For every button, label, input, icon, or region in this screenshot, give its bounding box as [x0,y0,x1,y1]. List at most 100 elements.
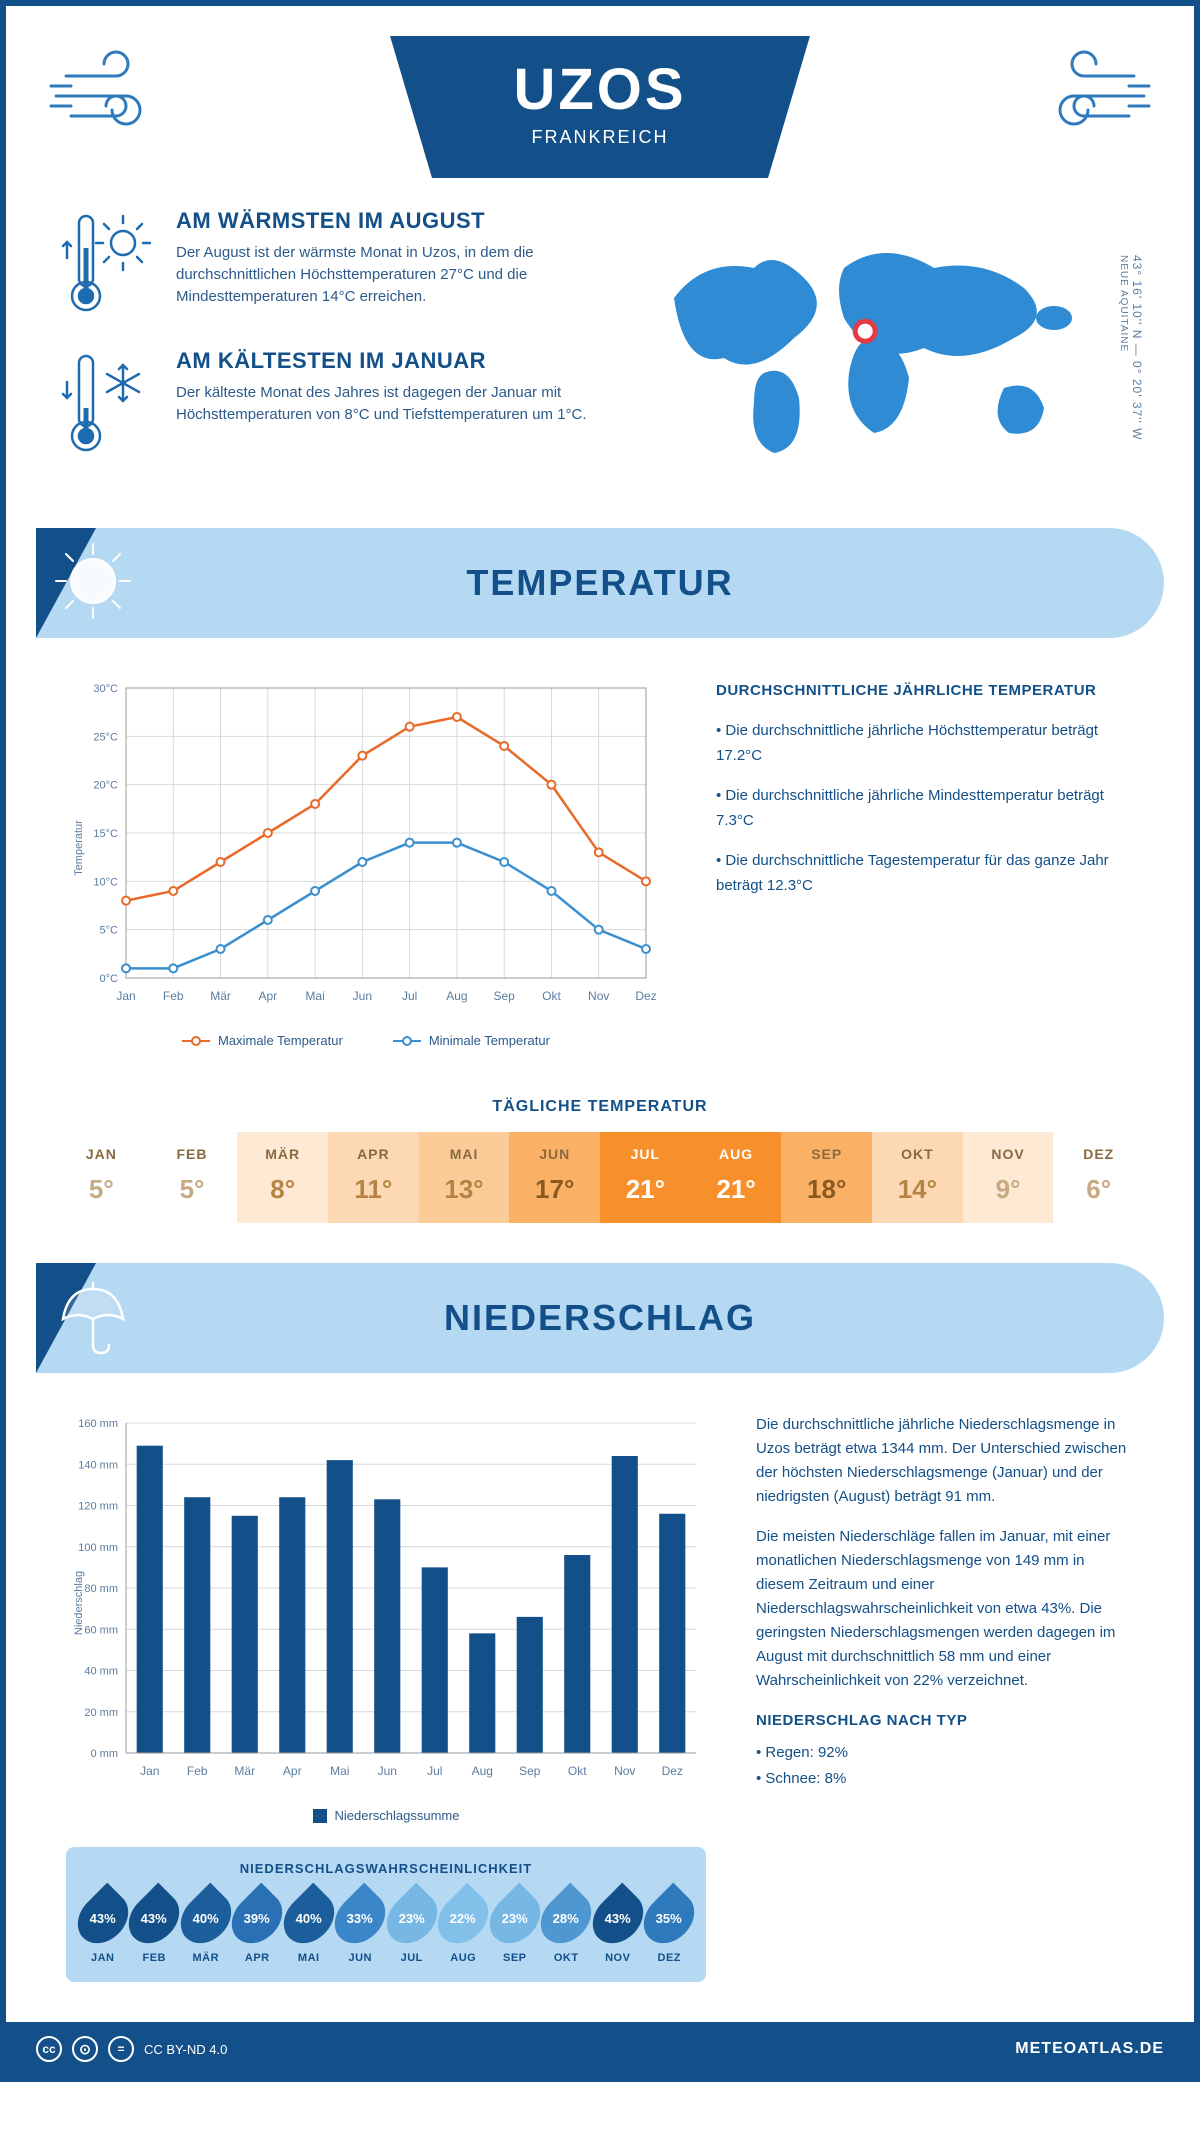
svg-text:Jan: Jan [140,1764,159,1778]
svg-text:100 mm: 100 mm [78,1542,118,1554]
wind-icon-left [36,36,196,156]
svg-text:160 mm: 160 mm [78,1418,118,1430]
svg-text:Mär: Mär [234,1764,255,1778]
svg-text:Aug: Aug [446,989,467,1003]
daily-temp-title: TÄGLICHE TEMPERATUR [6,1098,1194,1116]
svg-text:20 mm: 20 mm [84,1707,118,1719]
probability-cell: 43%FEB [132,1890,178,1964]
svg-text:Mär: Mär [210,989,231,1003]
svg-text:Niederschlag: Niederschlag [73,1571,85,1635]
svg-text:140 mm: 140 mm [78,1459,118,1471]
svg-text:25°C: 25°C [93,731,118,743]
svg-text:40 mm: 40 mm [84,1666,118,1678]
daily-cell: NOV9° [963,1132,1054,1223]
svg-text:Apr: Apr [283,1764,302,1778]
coldest-title: AM KÄLTESTEN IM JANUAR [176,348,614,374]
probability-cell: 40%MAI [286,1890,332,1964]
svg-text:Apr: Apr [258,989,277,1003]
daily-cell: FEB5° [147,1132,238,1223]
temp-bullet: • Die durchschnittliche Tagestemperatur … [716,848,1134,899]
coldest-text: Der kälteste Monat des Jahres ist dagege… [176,382,614,426]
site-name: METEOATLAS.DE [1015,2040,1164,2058]
svg-text:Nov: Nov [614,1764,635,1778]
map-column: 43° 16' 10'' N — 0° 20' 37'' W NEUE AQUI… [644,208,1144,488]
umbrella-icon [48,1271,138,1366]
thermometer-sun-icon [56,208,156,318]
probability-cell: 35%DEZ [647,1890,693,1964]
precip-paragraph: Die meisten Niederschläge fallen im Janu… [756,1525,1134,1693]
precip-type-bullet: • Regen: 92% [756,1741,1134,1765]
temperature-row: 0°C5°C10°C15°C20°C25°C30°CJanFebMärAprMa… [6,638,1194,1068]
precip-legend-label: Niederschlagssumme [335,1808,460,1823]
title-banner: UZOS FRANKREICH [196,36,1004,178]
warmest-block: AM WÄRMSTEN IM AUGUST Der August ist der… [56,208,614,318]
svg-text:Nov: Nov [588,989,609,1003]
precip-type-bullet: • Schnee: 8% [756,1767,1134,1791]
coldest-block: AM KÄLTESTEN IM JANUAR Der kälteste Mona… [56,348,614,458]
precip-banner: NIEDERSCHLAG [36,1263,1164,1373]
temperature-legend: Maximale TemperaturMinimale Temperatur [66,1033,666,1048]
svg-text:0°C: 0°C [100,973,119,985]
probability-cell: 22%AUG [441,1890,487,1964]
probability-cell: 43%JAN [80,1890,126,1964]
svg-text:15°C: 15°C [93,828,118,840]
svg-text:0 mm: 0 mm [91,1748,119,1760]
svg-text:Temperatur: Temperatur [73,820,85,876]
footer: cc ⊙ = CC BY-ND 4.0 METEOATLAS.DE [6,2022,1194,2076]
country-subtitle: FRANKREICH [470,127,730,148]
city-title: UZOS [470,56,730,123]
temperature-title: TEMPERATUR [466,562,733,604]
probability-cell: 23%JUL [389,1890,435,1964]
svg-text:Mai: Mai [330,1764,349,1778]
daily-cell: MAI13° [419,1132,510,1223]
svg-text:Dez: Dez [635,989,656,1003]
svg-text:5°C: 5°C [100,925,119,937]
warmest-text: Der August ist der wärmste Monat in Uzos… [176,242,614,307]
coordinates-text: 43° 16' 10'' N — 0° 20' 37'' W NEUE AQUI… [1116,255,1144,440]
svg-text:Jan: Jan [116,989,135,1003]
probability-cell: 23%SEP [492,1890,538,1964]
daily-cell: AUG21° [691,1132,782,1223]
svg-text:Jul: Jul [427,1764,442,1778]
daily-cell: JUN17° [509,1132,600,1223]
nd-icon: = [108,2036,134,2062]
svg-text:80 mm: 80 mm [84,1583,118,1595]
daily-cell: SEP18° [781,1132,872,1223]
svg-text:Mai: Mai [305,989,324,1003]
probability-cell: 43%NOV [595,1890,641,1964]
precip-chart-column: 0 mm20 mm40 mm60 mm80 mm100 mm120 mm140 … [66,1413,706,1982]
temp-bullet: • Die durchschnittliche jährliche Mindes… [716,783,1134,834]
svg-text:Feb: Feb [163,989,184,1003]
daily-temp-grid: JAN5°FEB5°MÄR8°APR11°MAI13°JUN17°JUL21°A… [56,1132,1144,1223]
wind-icon-right [1004,36,1164,156]
probability-cell: 33%JUN [338,1890,384,1964]
svg-text:Okt: Okt [568,1764,587,1778]
temperature-chart: 0°C5°C10°C15°C20°C25°C30°CJanFebMärAprMa… [66,678,666,1048]
precip-chart: 0 mm20 mm40 mm60 mm80 mm100 mm120 mm140 … [66,1413,706,1793]
svg-text:Sep: Sep [519,1764,541,1778]
svg-text:20°C: 20°C [93,780,118,792]
daily-cell: OKT14° [872,1132,963,1223]
daily-cell: JUL21° [600,1132,691,1223]
daily-cell: DEZ6° [1053,1132,1144,1223]
precip-row: 0 mm20 mm40 mm60 mm80 mm100 mm120 mm140 … [6,1373,1194,2002]
probability-cell: 40%MÄR [183,1890,229,1964]
license-text: CC BY-ND 4.0 [144,2042,227,2057]
warmest-title: AM WÄRMSTEN IM AUGUST [176,208,614,234]
sun-icon [48,536,138,631]
probability-cell: 39%APR [235,1890,281,1964]
probability-box: NIEDERSCHLAGSWAHRSCHEINLICHKEIT 43%JAN43… [66,1847,706,1982]
svg-text:Feb: Feb [187,1764,208,1778]
temperature-sidebar: DURCHSCHNITTLICHE JÄHRLICHE TEMPERATUR •… [716,678,1134,1048]
svg-text:Jun: Jun [378,1764,397,1778]
precip-type-title: NIEDERSCHLAG NACH TYP [756,1709,1134,1733]
svg-text:Aug: Aug [472,1764,493,1778]
by-icon: ⊙ [72,2036,98,2062]
probability-cell: 28%OKT [544,1890,590,1964]
precip-paragraph: Die durchschnittliche jährliche Niedersc… [756,1413,1134,1509]
info-row: AM WÄRMSTEN IM AUGUST Der August ist der… [6,188,1194,528]
license-row: cc ⊙ = CC BY-ND 4.0 [36,2036,227,2062]
daily-cell: APR11° [328,1132,419,1223]
daily-cell: JAN5° [56,1132,147,1223]
svg-text:Dez: Dez [662,1764,683,1778]
